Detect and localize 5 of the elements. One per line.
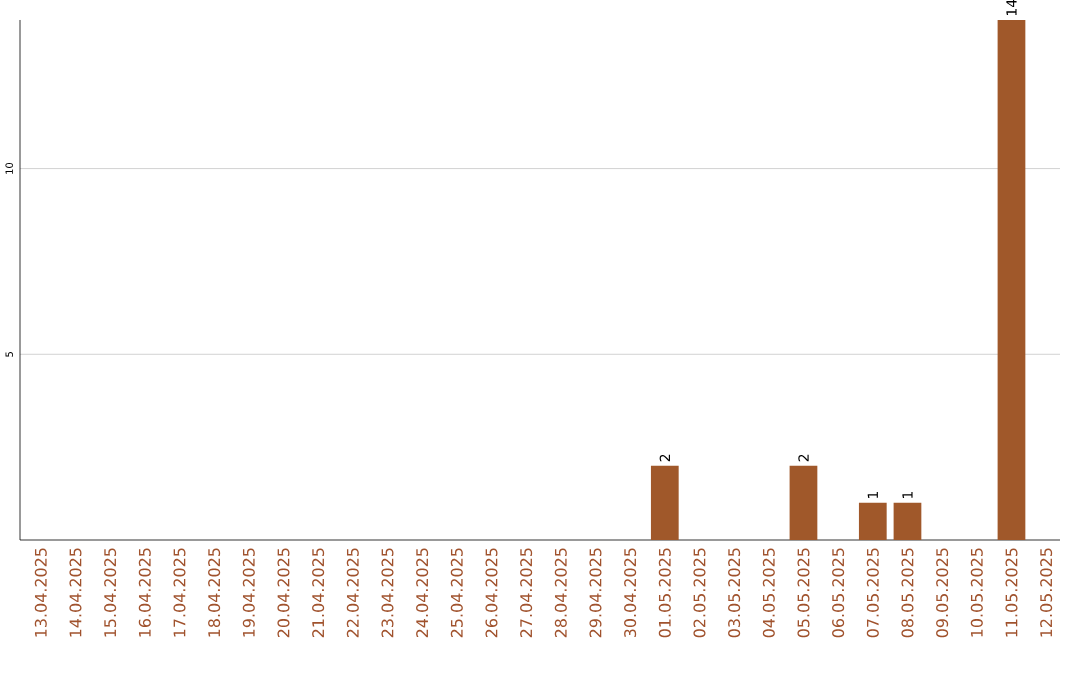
bar bbox=[997, 19, 1026, 540]
bar bbox=[858, 502, 887, 540]
bar bbox=[650, 465, 679, 540]
bar bbox=[893, 502, 922, 540]
bar bbox=[789, 465, 818, 540]
